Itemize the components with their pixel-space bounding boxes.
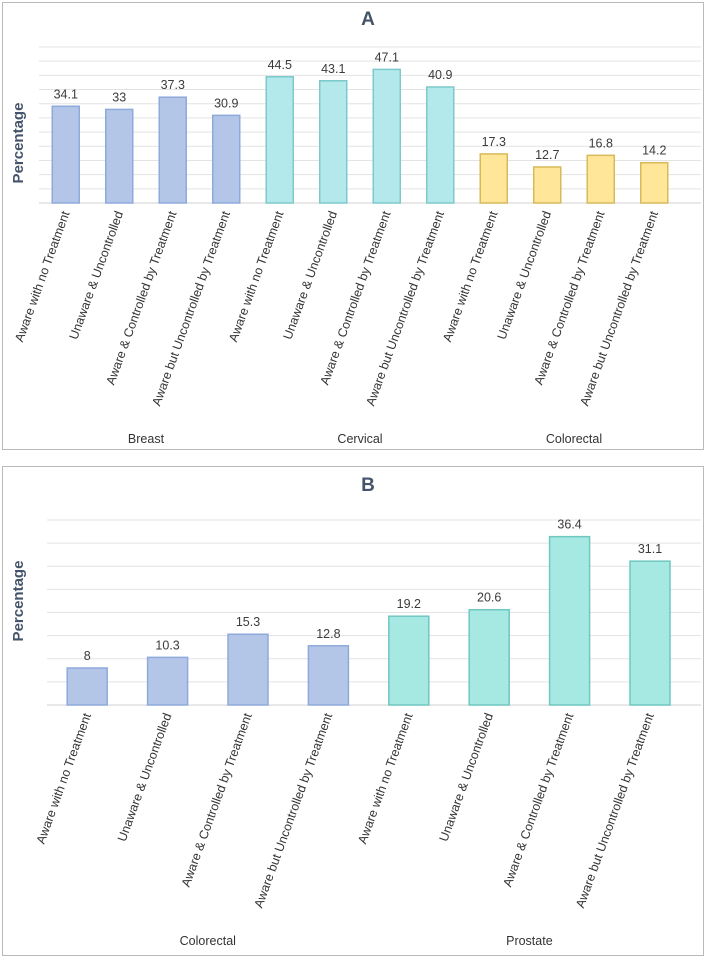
value-label: 33 — [112, 90, 126, 104]
group-label-cervical: Cervical — [337, 432, 382, 446]
bar-colorectal-aware-controlled-by-treatment — [227, 633, 269, 706]
bar-cervical-aware-but-uncontrolled-by-treatment — [426, 86, 455, 204]
chart-b-title: B — [361, 475, 375, 496]
chart-a-ylabel: Percentage — [10, 103, 27, 184]
x-tick-label: Aware with no Treatment — [355, 711, 416, 846]
bar-breast-unaware-uncontrolled — [105, 108, 134, 204]
bar-cervical-unaware-uncontrolled — [319, 80, 348, 204]
bar-breast-aware-but-uncontrolled-by-treatment — [212, 114, 241, 204]
value-label: 36.4 — [557, 518, 581, 532]
chart-a-title: A — [361, 9, 375, 30]
bar-breast-aware-controlled-by-treatment — [158, 96, 187, 204]
x-tick-label: Aware with no Treatment — [226, 209, 287, 344]
bar-colorectal-aware-but-uncontrolled-by-treatment — [640, 161, 669, 204]
group-label-colorectal: Colorectal — [180, 934, 236, 948]
chart-panel-a: A Percentage 34.1 Aware with no Treatment… — [2, 2, 704, 450]
value-label: 8 — [84, 649, 91, 663]
group-label-breast: Breast — [128, 432, 165, 446]
value-label: 47.1 — [375, 50, 399, 64]
value-label: 37.3 — [161, 78, 185, 92]
chart-b-svg: B Percentage 8 Aware with no Treatment 10.… — [10, 475, 701, 948]
x-tick-label: Aware but Uncontrolled by Treatment — [252, 711, 336, 910]
value-label: 15.3 — [236, 615, 260, 629]
x-tick-label: Unaware & Uncontrolled — [437, 711, 497, 843]
bar-colorectal-unaware-uncontrolled — [533, 166, 562, 204]
chart-panel-b: B Percentage 8 Aware with no Treatment 10.… — [2, 466, 704, 956]
x-tick-label: Aware with no Treatment — [34, 711, 95, 846]
value-label: 12.7 — [535, 148, 559, 162]
value-label: 14.2 — [642, 144, 666, 158]
chart-a-svg: A Percentage 34.1 Aware with no Treatment… — [10, 9, 701, 446]
bar-prostate-aware-with-no-treatment — [388, 615, 430, 706]
value-label: 17.3 — [482, 135, 506, 149]
x-tick-label: Aware & Controlled by Treatment — [500, 711, 576, 889]
chart-b-ylabel: Percentage — [10, 561, 27, 642]
bar-colorectal-unaware-uncontrolled — [146, 656, 189, 706]
x-tick-label: Aware with no Treatment — [440, 209, 501, 344]
value-label: 19.2 — [397, 597, 421, 611]
bar-prostate-aware-but-uncontrolled-by-treatment — [629, 560, 671, 706]
value-label: 31.1 — [638, 542, 662, 556]
value-label: 43.1 — [321, 62, 345, 76]
x-tick-label: Unaware & Uncontrolled — [281, 209, 341, 341]
x-tick-label: Unaware & Uncontrolled — [495, 209, 555, 341]
bar-prostate-aware-controlled-by-treatment — [548, 535, 591, 706]
value-label: 40.9 — [428, 68, 452, 82]
value-label: 44.5 — [268, 58, 292, 72]
group-label-colorectal: Colorectal — [546, 432, 602, 446]
group-label-prostate: Prostate — [506, 934, 553, 948]
x-tick-label: Unaware & Uncontrolled — [115, 711, 175, 843]
bar-colorectal-aware-with-no-treatment — [479, 153, 508, 204]
value-label: 12.8 — [316, 627, 340, 641]
value-label: 30.9 — [214, 96, 238, 110]
bar-prostate-unaware-uncontrolled — [468, 608, 510, 706]
x-tick-label: Aware with no Treatment — [12, 209, 73, 344]
value-label: 16.8 — [589, 136, 613, 150]
value-label: 10.3 — [155, 638, 179, 652]
bar-colorectal-aware-but-uncontrolled-by-treatment — [307, 645, 350, 706]
value-label: 20.6 — [477, 591, 501, 605]
value-label: 34.1 — [54, 87, 78, 101]
bar-colorectal-aware-controlled-by-treatment — [586, 154, 615, 204]
bar-cervical-aware-with-no-treatment — [265, 76, 294, 204]
bar-colorectal-aware-with-no-treatment — [66, 667, 108, 706]
bar-cervical-aware-controlled-by-treatment — [372, 68, 401, 204]
x-tick-label: Aware but Uncontrolled by Treatment — [573, 711, 657, 910]
x-tick-label: Unaware & Uncontrolled — [67, 209, 127, 341]
x-tick-label: Aware & Controlled by Treatment — [179, 711, 255, 889]
bar-breast-aware-with-no-treatment — [51, 105, 80, 204]
